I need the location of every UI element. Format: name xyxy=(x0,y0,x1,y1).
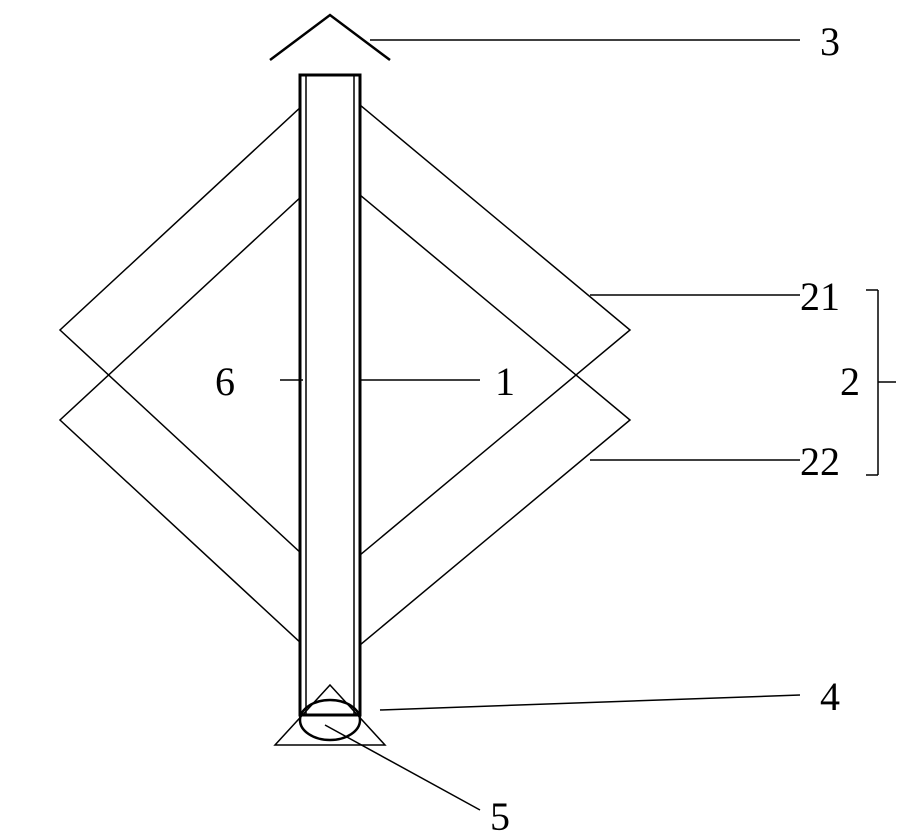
label-l6: 6 xyxy=(215,359,235,404)
column-outer xyxy=(300,75,360,715)
label-l5: 5 xyxy=(490,794,510,839)
label-l22: 22 xyxy=(800,439,840,484)
label-l4: 4 xyxy=(820,674,840,719)
label-l21: 21 xyxy=(800,274,840,319)
label-l1: 1 xyxy=(495,359,515,404)
label-l2: 2 xyxy=(840,359,860,404)
leader-l4 xyxy=(380,695,800,710)
label-l3: 3 xyxy=(820,19,840,64)
leader-l5 xyxy=(325,725,480,810)
top-chevron xyxy=(270,15,390,60)
